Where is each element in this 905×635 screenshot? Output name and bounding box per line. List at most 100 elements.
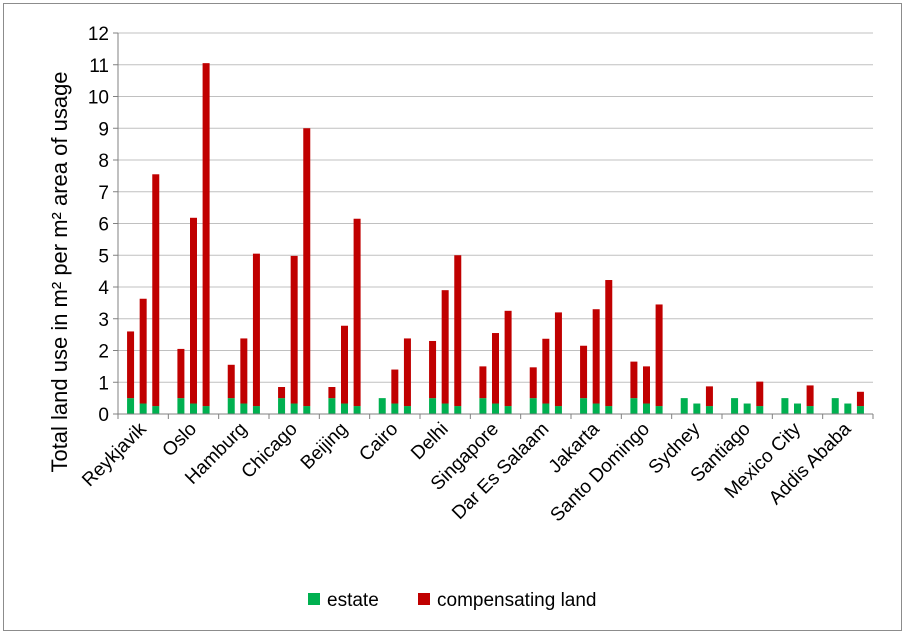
- bar-estate: [542, 403, 550, 414]
- bar-estate: [844, 403, 852, 414]
- bar-compensating-land: [303, 128, 311, 407]
- bar-compensating-land: [391, 369, 399, 404]
- legend-swatch-estate: [308, 593, 320, 605]
- y-tick-label: 5: [98, 246, 109, 267]
- bar-estate: [391, 403, 399, 414]
- y-tick-label: 12: [88, 24, 109, 45]
- bar-estate: [554, 406, 562, 414]
- y-axis-label: Total land use in m² per m² area of usag…: [47, 71, 72, 472]
- bar-estate: [441, 403, 449, 414]
- bar-estate: [303, 406, 311, 414]
- bar-compensating-land: [479, 366, 487, 399]
- y-tick-label: 2: [98, 342, 109, 363]
- x-category-label: Delhi: [407, 419, 452, 464]
- bar-estate: [202, 406, 210, 414]
- bar-compensating-land: [592, 309, 600, 404]
- bar-compensating-land: [328, 387, 336, 399]
- bar-compensating-land: [504, 310, 512, 407]
- bar-estate: [592, 403, 600, 414]
- bar-compensating-land: [441, 290, 449, 404]
- bar-estate: [705, 406, 713, 414]
- bar-estate: [492, 403, 499, 414]
- bar-compensating-land: [152, 174, 160, 407]
- bar-estate: [479, 398, 487, 414]
- bar-estate: [252, 406, 260, 414]
- axes: [113, 32, 874, 419]
- legend-swatch-compensating-land: [418, 593, 430, 605]
- bar-estate: [504, 406, 512, 414]
- y-tick-label: 0: [98, 405, 109, 426]
- gridlines: [118, 32, 873, 383]
- bar-compensating-land: [252, 253, 260, 407]
- bar-compensating-land: [202, 63, 210, 407]
- bar-estate: [806, 406, 814, 414]
- y-tick-label: 6: [98, 215, 109, 236]
- chart-frame: 0 1 2 3 4 5 6 7 8 9 10 11 12 Reykjavik Oslo Hamburg Chi…: [3, 3, 902, 631]
- bar-compensating-land: [139, 298, 147, 404]
- x-category-label: Beijing: [297, 419, 352, 474]
- bar-compensating-land: [529, 367, 537, 399]
- bar-estate: [756, 406, 764, 414]
- bar-estate: [781, 398, 789, 414]
- bar-compensating-land: [177, 348, 185, 399]
- bar-estate: [152, 406, 160, 414]
- bar-compensating-land: [705, 386, 713, 407]
- bar-estate: [127, 398, 135, 414]
- bar-compensating-land: [806, 385, 814, 407]
- bar-compensating-land: [127, 331, 135, 399]
- legend-label-compensating-land: compensating land: [437, 590, 597, 611]
- bar-compensating-land: [856, 391, 864, 407]
- bar-estate: [190, 403, 197, 414]
- bar-estate: [290, 403, 298, 414]
- bar-compensating-land: [492, 333, 499, 404]
- bar-compensating-land: [605, 280, 613, 407]
- y-tick-label: 3: [98, 310, 109, 331]
- bar-compensating-land: [630, 361, 638, 399]
- bar-compensating-land: [756, 381, 764, 407]
- bar-estate: [856, 406, 864, 414]
- bar-compensating-land: [542, 338, 550, 404]
- y-tick-label: 10: [88, 88, 109, 109]
- bar-estate: [139, 403, 147, 414]
- bar-compensating-land: [554, 312, 562, 407]
- bar-estate: [341, 403, 348, 414]
- bar-estate: [731, 398, 739, 414]
- x-category-label: Oslo: [159, 419, 201, 461]
- x-category-label: Cairo: [355, 419, 402, 466]
- y-tick-label: 7: [98, 183, 109, 204]
- y-tick-label: 9: [98, 119, 109, 140]
- bar-compensating-land: [454, 255, 462, 407]
- bar-estate: [454, 406, 462, 414]
- bar-estate: [743, 403, 751, 414]
- bar-estate: [328, 398, 336, 414]
- bar-estate: [429, 398, 437, 414]
- x-category-label: Chicago: [238, 419, 302, 483]
- bar-compensating-land: [227, 364, 235, 399]
- y-tick-label: 4: [98, 278, 109, 299]
- bar-estate: [403, 406, 411, 414]
- bar-estate: [529, 398, 537, 414]
- bar-compensating-land: [290, 255, 298, 404]
- bar-estate: [177, 398, 185, 414]
- y-tick-label: 1: [98, 373, 109, 394]
- bar-estate: [605, 406, 613, 414]
- bar-estate: [643, 403, 650, 414]
- y-tick-label: 11: [89, 56, 109, 77]
- bars: [127, 63, 864, 414]
- bar-estate: [378, 398, 386, 414]
- bar-estate: [580, 398, 588, 414]
- bar-compensating-land: [341, 325, 348, 404]
- bar-estate: [831, 398, 839, 414]
- y-tick-label: 8: [98, 151, 109, 172]
- bar-estate: [794, 403, 801, 414]
- bar-compensating-land: [240, 338, 248, 404]
- bar-estate: [693, 403, 701, 414]
- bar-compensating-land: [403, 338, 411, 407]
- bar-compensating-land: [655, 304, 663, 407]
- bar-compensating-land: [353, 218, 361, 407]
- bar-estate: [278, 398, 286, 414]
- bar-compensating-land: [278, 387, 286, 399]
